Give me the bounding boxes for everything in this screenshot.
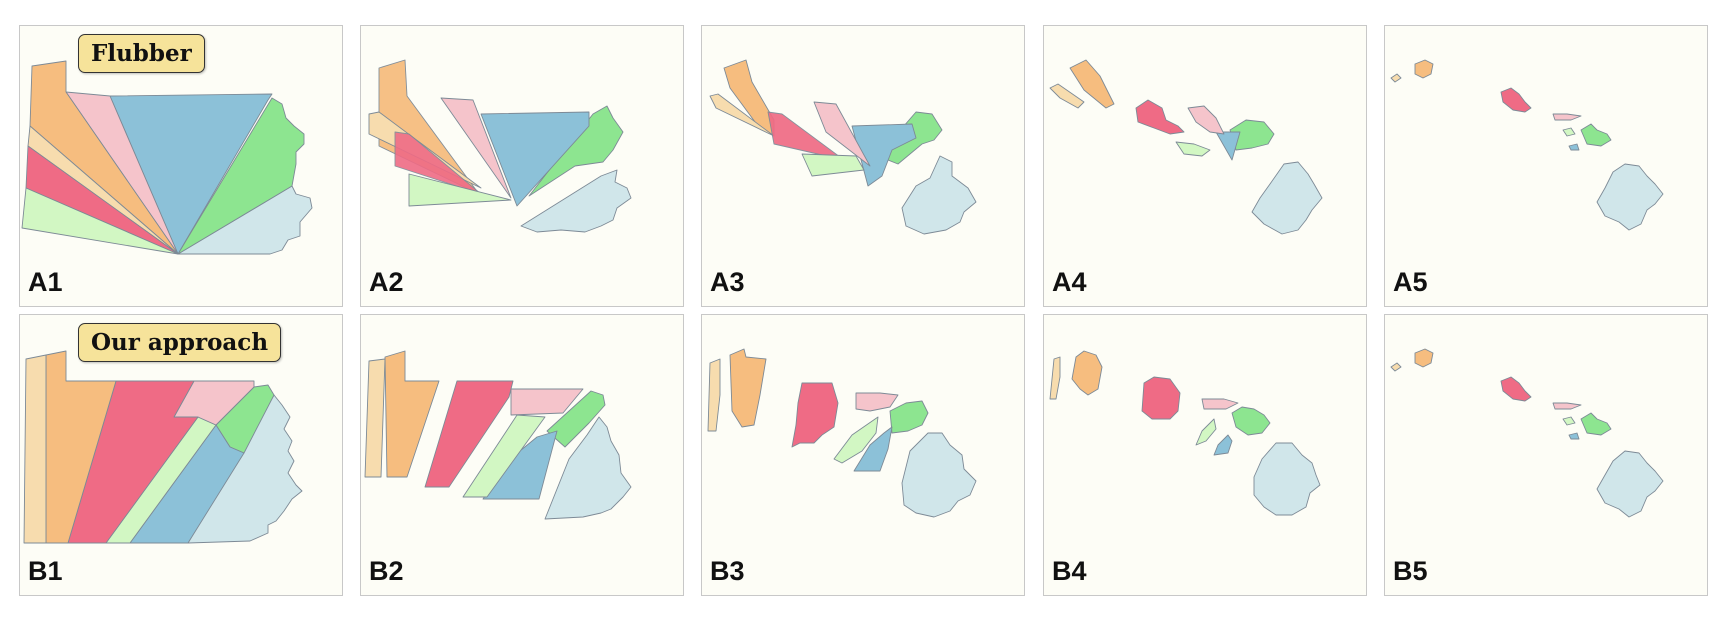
exploding-pieces-graphic <box>709 59 977 235</box>
panel-label-b4: B4 <box>1052 556 1087 586</box>
panel-label-a1: A1 <box>28 267 63 297</box>
separating-pieces-graphic <box>364 350 632 520</box>
panel-a4: A4 <box>1043 25 1367 307</box>
panel-label-a5: A5 <box>1393 267 1428 297</box>
panel-b4: B4 <box>1043 314 1367 596</box>
our-approach-badge: Our approach <box>78 323 282 362</box>
panel-b3: B3 <box>701 314 1025 596</box>
pennsylvania-spokes-graphic <box>21 60 313 255</box>
flubber-badge: Flubber <box>78 34 205 73</box>
panel-label-b3: B3 <box>710 556 745 586</box>
islands-graphic <box>1390 348 1664 518</box>
panel-label-b5: B5 <box>1393 556 1428 586</box>
panel-b5: B5 <box>1384 314 1708 596</box>
islands-graphic <box>1049 59 1323 235</box>
panel-label-a2: A2 <box>369 267 404 297</box>
pennsylvania-split-graphic <box>23 350 303 544</box>
islands-graphic <box>1390 59 1664 231</box>
panel-b1: Our approach B1 <box>19 314 343 596</box>
panel-a3: A3 <box>701 25 1025 307</box>
panel-b2: B2 <box>360 314 684 596</box>
panel-a1: Flubber A1 <box>19 25 343 307</box>
panel-label-a3: A3 <box>710 267 745 297</box>
panel-label-b1: B1 <box>28 556 63 586</box>
panel-a2: A2 <box>360 25 684 307</box>
morphing-islands-graphic <box>707 348 977 518</box>
exploding-pieces-graphic <box>368 59 632 233</box>
panel-label-b2: B2 <box>369 556 404 586</box>
panel-label-a4: A4 <box>1052 267 1087 297</box>
morphing-islands-graphic <box>1049 350 1321 516</box>
panel-a5: A5 <box>1384 25 1708 307</box>
